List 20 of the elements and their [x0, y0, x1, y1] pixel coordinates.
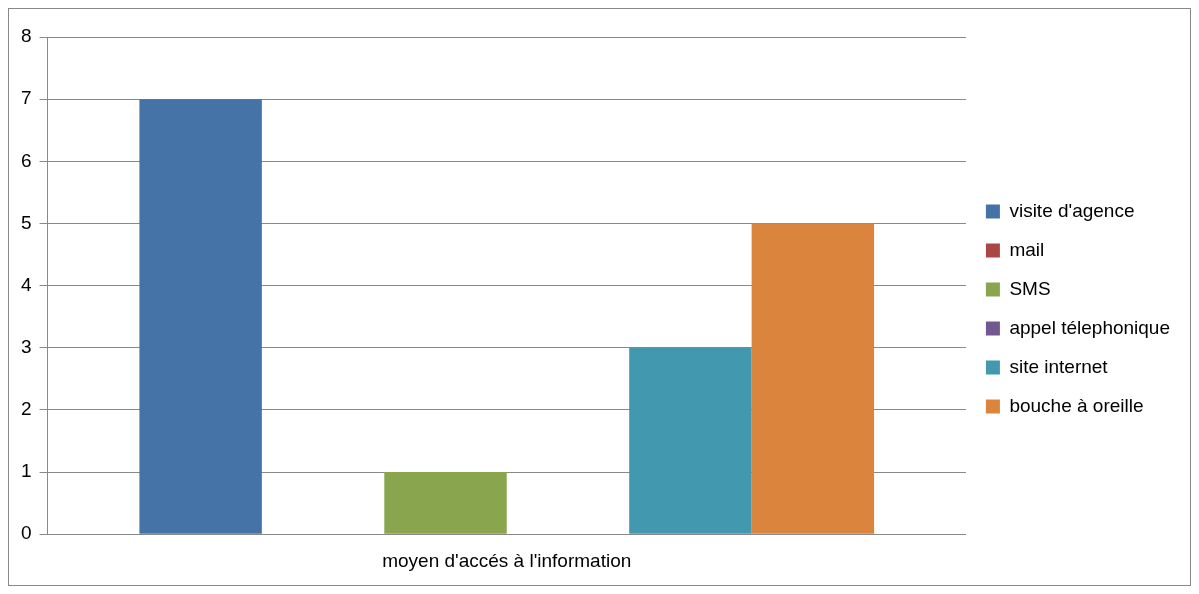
- bar: [384, 472, 507, 534]
- legend-label: appel télephonique: [1009, 316, 1170, 338]
- x-tick-label: moyen d'accés à l'information: [382, 549, 632, 571]
- y-tick-label: 1: [20, 460, 32, 482]
- legend-label: SMS: [1009, 277, 1051, 299]
- bar: [751, 223, 875, 534]
- y-tick-label: 8: [20, 25, 32, 47]
- legend-label: visite d'agence: [1009, 199, 1135, 221]
- y-tick-label: 2: [20, 398, 32, 420]
- legend-label: site internet: [1009, 355, 1109, 377]
- y-tick-label: 5: [20, 211, 32, 233]
- y-tick-label: 4: [20, 273, 32, 295]
- y-tick-label: 3: [20, 335, 32, 357]
- bar: [139, 99, 262, 534]
- y-tick-label: 6: [20, 149, 32, 171]
- y-tick-label: 0: [20, 522, 32, 544]
- legend-label: mail: [1009, 238, 1045, 260]
- bar: [629, 347, 752, 534]
- legend-label: bouche à oreille: [1009, 394, 1144, 416]
- y-tick-label: 7: [20, 87, 32, 109]
